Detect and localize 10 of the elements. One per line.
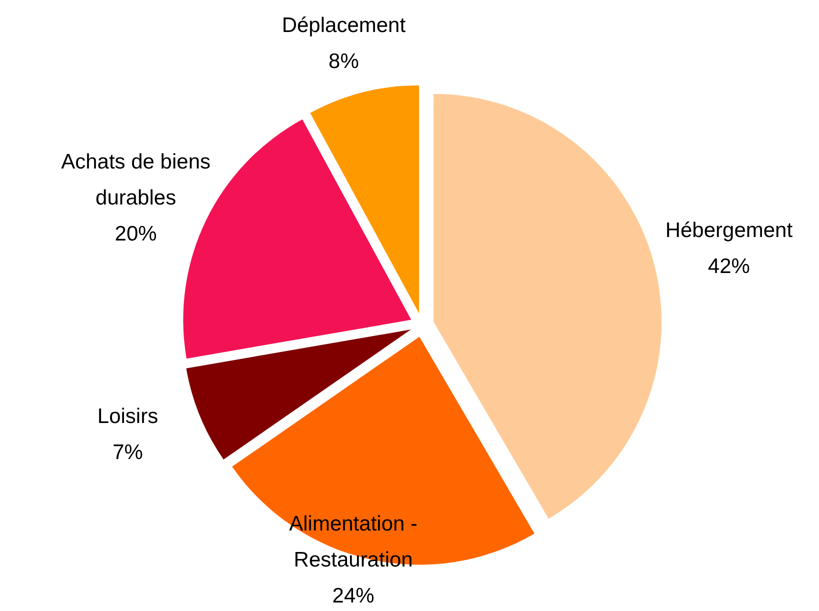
- data-label: 24%: [332, 584, 374, 608]
- slice-label: Alimentation - Restauration: [289, 512, 418, 572]
- slice-label: Déplacement: [282, 14, 406, 37]
- data-label: 7%: [112, 440, 143, 464]
- slice-label: Loisirs: [97, 404, 158, 428]
- slice-label: Hébergement: [665, 219, 793, 242]
- slice-label: Achats de biens durables: [61, 150, 211, 210]
- data-label: 20%: [114, 222, 157, 246]
- data-label: 8%: [328, 50, 359, 73]
- data-label: 42%: [708, 255, 750, 278]
